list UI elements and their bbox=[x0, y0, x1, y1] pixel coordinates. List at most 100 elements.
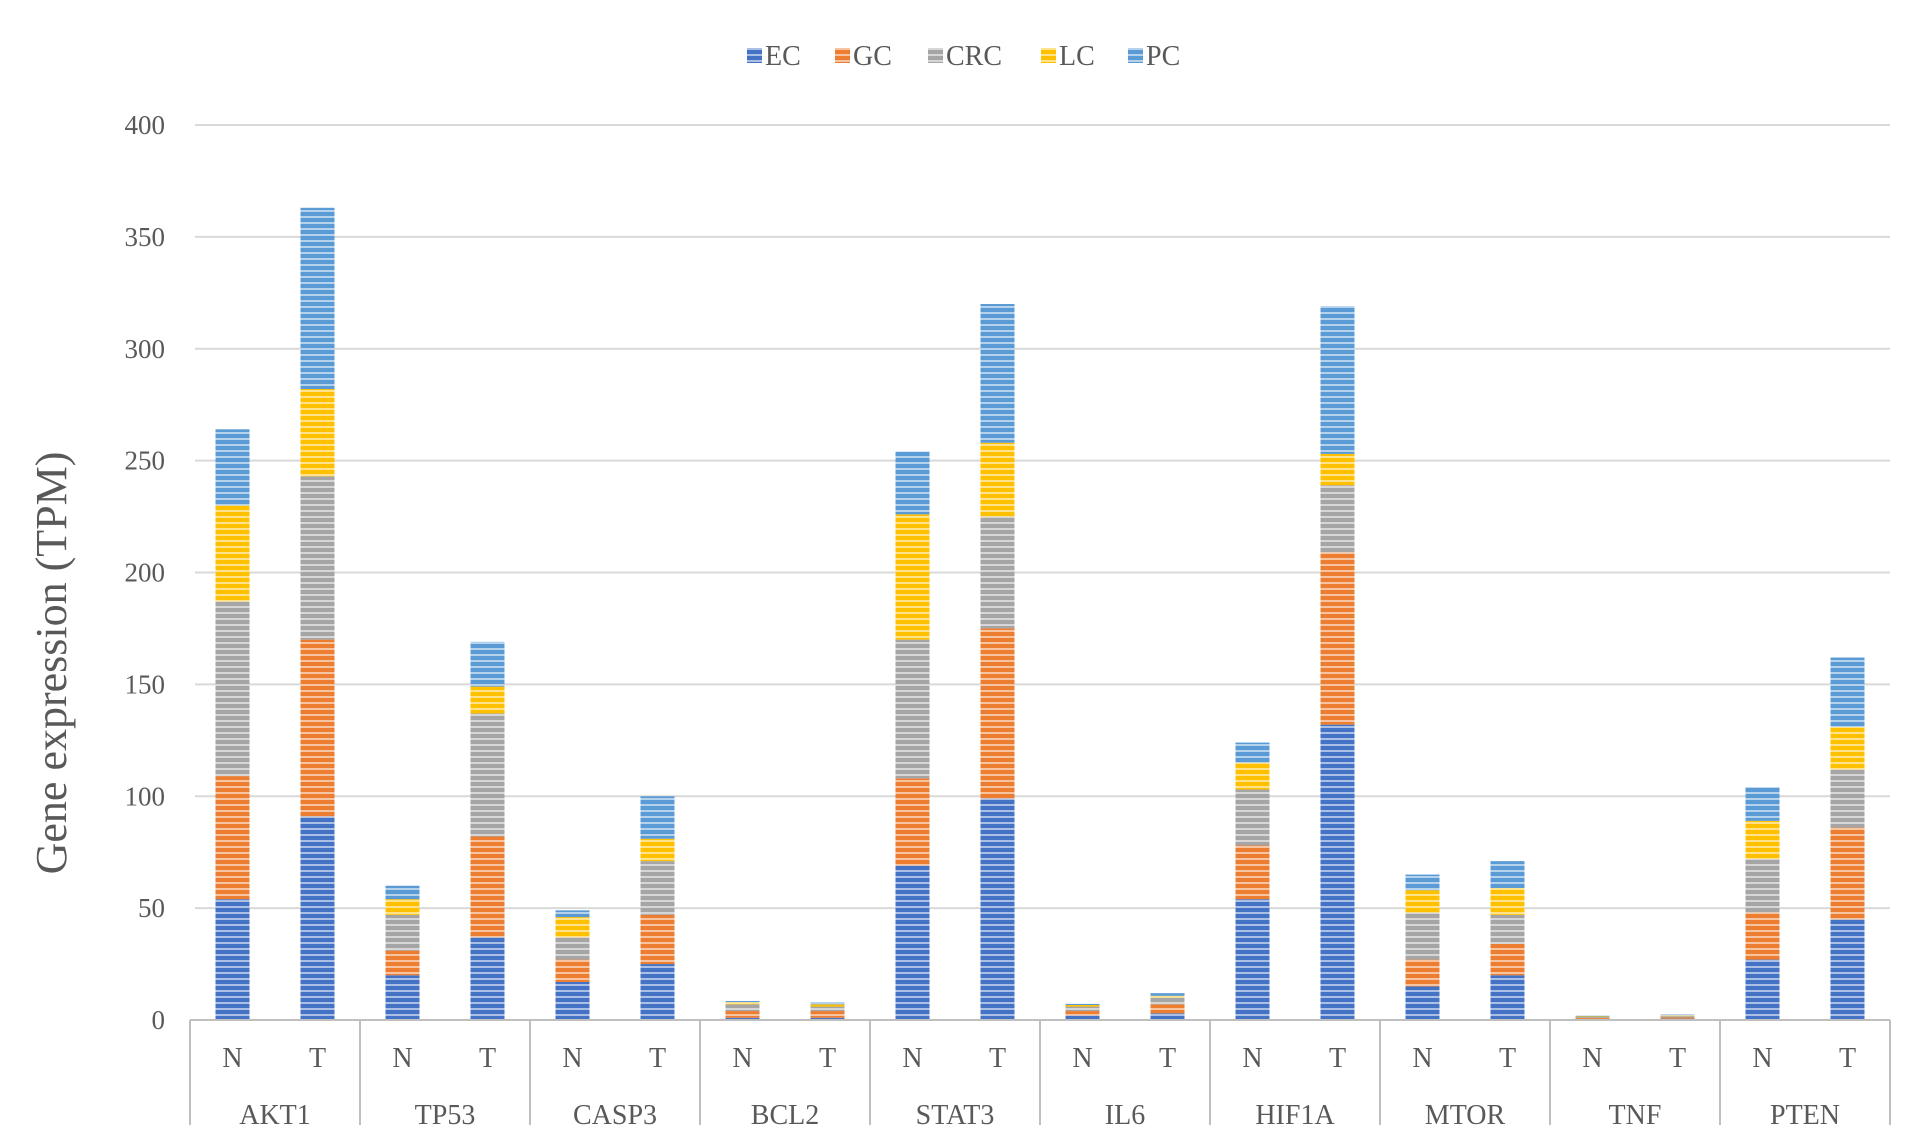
bar-segment-texture bbox=[385, 975, 420, 1020]
x-subcategory-label: N bbox=[1412, 1043, 1432, 1074]
legend-label: GC bbox=[853, 41, 892, 72]
bar-segment-texture bbox=[1660, 1014, 1695, 1016]
bar-segment-texture bbox=[640, 838, 675, 862]
y-tick-label: 400 bbox=[125, 110, 166, 140]
bar-segment-texture bbox=[895, 639, 930, 779]
y-axis-label: Gene expression (TPM) bbox=[27, 452, 76, 875]
bar-segment-texture bbox=[1575, 1017, 1610, 1019]
bar-segment-texture bbox=[1235, 899, 1270, 1020]
x-group-label: PTEN bbox=[1770, 1100, 1840, 1131]
x-group-label: AKT1 bbox=[239, 1100, 311, 1131]
bar-segment-texture bbox=[810, 1006, 845, 1012]
legend-label: CRC bbox=[946, 41, 1002, 72]
bar-segment-texture bbox=[725, 1004, 760, 1012]
bar-segment-texture bbox=[725, 1000, 760, 1003]
bar-segment-texture bbox=[1405, 890, 1440, 913]
x-group-label: BCL2 bbox=[751, 1100, 819, 1131]
bar-segment-texture bbox=[980, 304, 1015, 443]
bar-segment-texture bbox=[1490, 975, 1525, 1020]
bar-segment-texture bbox=[300, 389, 335, 477]
bar-segment-texture bbox=[640, 964, 675, 1020]
bar-segment-texture bbox=[1830, 769, 1865, 828]
bar-segment-texture bbox=[385, 914, 420, 951]
bar-segment-texture bbox=[1150, 1004, 1185, 1014]
x-subcategory-label: T bbox=[1499, 1043, 1516, 1074]
bar-segment-texture bbox=[1150, 995, 1185, 998]
bar-segment-texture bbox=[470, 641, 505, 687]
y-tick-label: 350 bbox=[125, 222, 166, 252]
x-group-label: MTOR bbox=[1425, 1100, 1506, 1131]
bar-segment-texture bbox=[980, 628, 1015, 799]
bar-segment-texture bbox=[1575, 1017, 1610, 1018]
bar-segment-texture bbox=[1405, 986, 1440, 1020]
bar-segment-texture bbox=[385, 899, 420, 915]
bar-segment-texture bbox=[895, 451, 930, 515]
bar-segment-texture bbox=[215, 776, 250, 900]
bar-segment-texture bbox=[470, 686, 505, 714]
x-group-label: IL6 bbox=[1105, 1100, 1145, 1131]
bar-segment-texture bbox=[1575, 1015, 1610, 1017]
bar-segment-texture bbox=[640, 861, 675, 915]
y-tick-label: 200 bbox=[125, 558, 166, 588]
bar-segment-texture bbox=[300, 476, 335, 640]
bar-segment-texture bbox=[470, 937, 505, 1020]
bar-segment-texture bbox=[895, 514, 930, 640]
bar-segment-texture bbox=[810, 1017, 845, 1020]
x-subcategory-label: N bbox=[1752, 1043, 1772, 1074]
bar-segment-texture bbox=[555, 917, 590, 938]
legend-swatch-texture bbox=[747, 48, 762, 63]
bar-segment-texture bbox=[1745, 959, 1780, 1020]
bar-segment-texture bbox=[1150, 997, 1185, 1005]
x-group-label: STAT3 bbox=[916, 1100, 995, 1131]
bar-segment-texture bbox=[1235, 742, 1270, 763]
bar-segment-texture bbox=[300, 816, 335, 1020]
legend-swatch-texture bbox=[928, 48, 943, 63]
x-subcategory-label: N bbox=[1072, 1043, 1092, 1074]
x-subcategory-label: N bbox=[1582, 1043, 1602, 1074]
x-subcategory-label: T bbox=[1329, 1043, 1346, 1074]
x-group-label: TNF bbox=[1609, 1100, 1662, 1131]
bar-segment-texture bbox=[895, 778, 930, 866]
bar-segment-texture bbox=[725, 1017, 760, 1020]
bar-segment-texture bbox=[1745, 912, 1780, 960]
bar-segment-texture bbox=[215, 899, 250, 1020]
x-group-label: CASP3 bbox=[573, 1100, 657, 1131]
bar-segment-texture bbox=[1660, 1017, 1695, 1019]
x-subcategory-label: T bbox=[1839, 1043, 1856, 1074]
y-tick-label: 150 bbox=[125, 669, 166, 699]
bar-segment-texture bbox=[1320, 306, 1355, 454]
bar-segment-texture bbox=[1405, 912, 1440, 960]
bar-segment-texture bbox=[1745, 820, 1780, 859]
x-subcategory-label: T bbox=[479, 1043, 496, 1074]
x-subcategory-label: N bbox=[732, 1043, 752, 1074]
bar-segment-texture bbox=[980, 798, 1015, 1020]
y-tick-label: 300 bbox=[125, 334, 166, 364]
bar-segment-texture bbox=[1065, 1011, 1100, 1016]
bar-segment-texture bbox=[725, 1011, 760, 1018]
bar-segment-texture bbox=[1490, 861, 1525, 888]
legend-swatch-texture bbox=[1041, 48, 1056, 63]
gridlines bbox=[195, 124, 1890, 910]
y-tick-label: 100 bbox=[125, 781, 166, 811]
bar-segment-texture bbox=[810, 1011, 845, 1018]
bar-segment-texture bbox=[1320, 453, 1355, 486]
bar-segment-texture bbox=[1660, 1016, 1695, 1018]
bar-segment-texture bbox=[1150, 993, 1185, 996]
bar-segment-texture bbox=[810, 1002, 845, 1005]
bars bbox=[215, 207, 1865, 1020]
bar-segment-texture bbox=[1490, 943, 1525, 976]
y-tick-label: 0 bbox=[152, 1005, 166, 1035]
x-group-label: HIF1A bbox=[1255, 1100, 1335, 1131]
bar-segment-texture bbox=[1830, 827, 1865, 920]
bar-segment-texture bbox=[1320, 724, 1355, 1020]
bar-segment-texture bbox=[1150, 1013, 1185, 1020]
bar-segment-texture bbox=[1065, 1003, 1100, 1006]
bar-segment-texture bbox=[215, 601, 250, 777]
x-subcategory-label: T bbox=[1669, 1043, 1686, 1074]
legend-label: LC bbox=[1059, 41, 1095, 72]
bar-segment-texture bbox=[980, 516, 1015, 629]
bar-segment-texture bbox=[1235, 762, 1270, 790]
bar-segment-texture bbox=[555, 959, 590, 982]
bar-segment-texture bbox=[1830, 919, 1865, 1020]
